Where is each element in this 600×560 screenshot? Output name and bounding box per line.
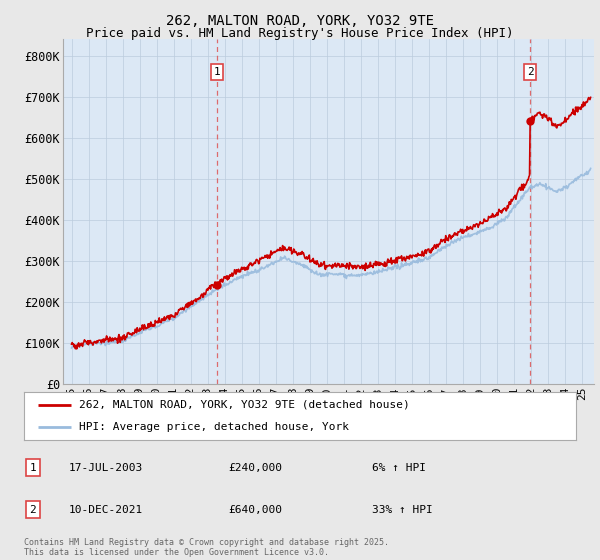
Text: 1: 1 (29, 463, 37, 473)
Text: £640,000: £640,000 (228, 505, 282, 515)
Text: 2: 2 (29, 505, 37, 515)
Text: 262, MALTON ROAD, YORK, YO32 9TE (detached house): 262, MALTON ROAD, YORK, YO32 9TE (detach… (79, 400, 410, 410)
Text: HPI: Average price, detached house, York: HPI: Average price, detached house, York (79, 422, 349, 432)
Text: Price paid vs. HM Land Registry's House Price Index (HPI): Price paid vs. HM Land Registry's House … (86, 27, 514, 40)
Text: 2: 2 (527, 67, 533, 77)
Text: 10-DEC-2021: 10-DEC-2021 (69, 505, 143, 515)
Text: 1: 1 (214, 67, 220, 77)
Text: £240,000: £240,000 (228, 463, 282, 473)
Text: 6% ↑ HPI: 6% ↑ HPI (372, 463, 426, 473)
Text: Contains HM Land Registry data © Crown copyright and database right 2025.
This d: Contains HM Land Registry data © Crown c… (24, 538, 389, 557)
Text: 262, MALTON ROAD, YORK, YO32 9TE: 262, MALTON ROAD, YORK, YO32 9TE (166, 14, 434, 28)
Text: 33% ↑ HPI: 33% ↑ HPI (372, 505, 433, 515)
Text: 17-JUL-2003: 17-JUL-2003 (69, 463, 143, 473)
